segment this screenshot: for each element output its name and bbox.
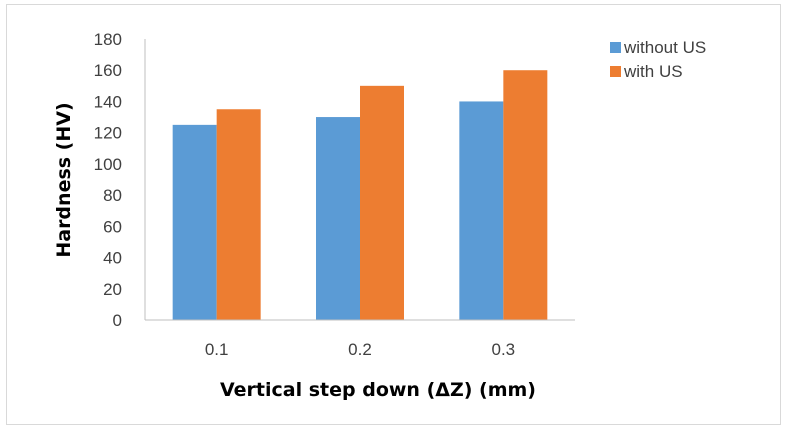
- x-tick-label: 0.1: [205, 340, 229, 359]
- bar-with-us-0.2: [360, 85, 404, 320]
- y-tick-label: 100: [94, 155, 122, 174]
- y-tick-label: 80: [103, 186, 122, 205]
- legend-label: with US: [623, 62, 683, 81]
- bar-without-us-0.3: [459, 101, 504, 320]
- y-tick-label: 160: [94, 61, 122, 80]
- y-tick-label: 40: [103, 249, 122, 268]
- y-tick-label: 120: [94, 124, 122, 143]
- bar-without-us-0.2: [316, 117, 360, 320]
- legend-label: without US: [623, 38, 706, 57]
- bar-with-us-0.1: [216, 109, 261, 320]
- x-axis-ticks: 0.1 0.2 0.3: [205, 340, 515, 359]
- x-axis-title: Vertical step down (ΔZ) (mm): [220, 379, 536, 401]
- legend-swatch: [610, 66, 621, 77]
- y-tick-label: 140: [94, 92, 122, 111]
- x-tick-label: 0.3: [492, 340, 516, 359]
- legend-swatch: [610, 42, 621, 53]
- y-tick-label: 20: [103, 280, 122, 299]
- y-axis-ticks: 0 20 40 60 80 100 120 140 160 180: [94, 30, 122, 330]
- legend: without US with US: [610, 38, 706, 81]
- bar-without-us-0.1: [172, 124, 217, 320]
- bar-with-us-0.3: [503, 70, 548, 320]
- x-tick-label: 0.2: [348, 340, 372, 359]
- y-tick-label: 0: [113, 311, 122, 330]
- y-tick-label: 180: [94, 30, 122, 49]
- y-axis-title: Hardness (HV): [53, 102, 75, 257]
- bars: [172, 70, 548, 320]
- y-tick-label: 60: [103, 217, 122, 236]
